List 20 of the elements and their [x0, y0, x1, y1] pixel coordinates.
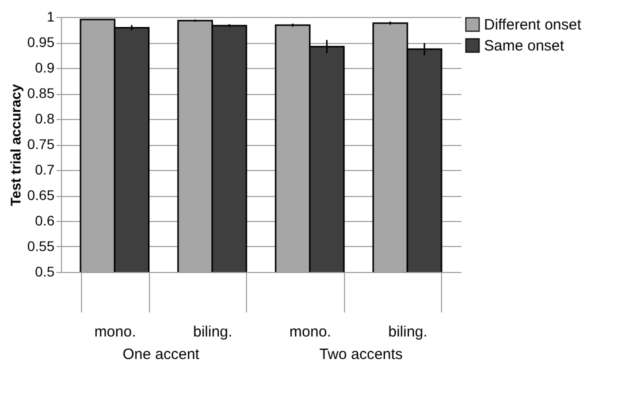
text: One accent — [122, 346, 200, 363]
y-tick-label: 0.85 — [27, 85, 55, 101]
x-tick-label: mono. — [94, 324, 136, 340]
y-tick-label: 0.5 — [35, 264, 55, 280]
y-axis-title: Test trial accuracy — [7, 84, 24, 206]
x-tick-label: biling. — [193, 324, 232, 340]
x-tick-label: mono. — [289, 324, 332, 340]
y-tick-label: 0.9 — [35, 60, 55, 76]
y-tick-label: 1 — [46, 8, 55, 24]
y-tick-label: 0.7 — [35, 162, 55, 178]
y-tick-label: 0.55 — [27, 238, 55, 254]
y-tick-label: 0.95 — [27, 34, 55, 50]
y-tick-label: 0.65 — [27, 187, 55, 203]
y-tick-label: 0.75 — [27, 136, 55, 152]
y-tick-label: 0.6 — [35, 212, 55, 228]
legend-label: Same onset — [484, 38, 565, 54]
x-tick-label: biling. — [388, 324, 428, 340]
text: Two accents — [319, 346, 403, 363]
y-tick-label: 0.8 — [35, 110, 55, 126]
legend-label: Different onset — [484, 16, 582, 34]
